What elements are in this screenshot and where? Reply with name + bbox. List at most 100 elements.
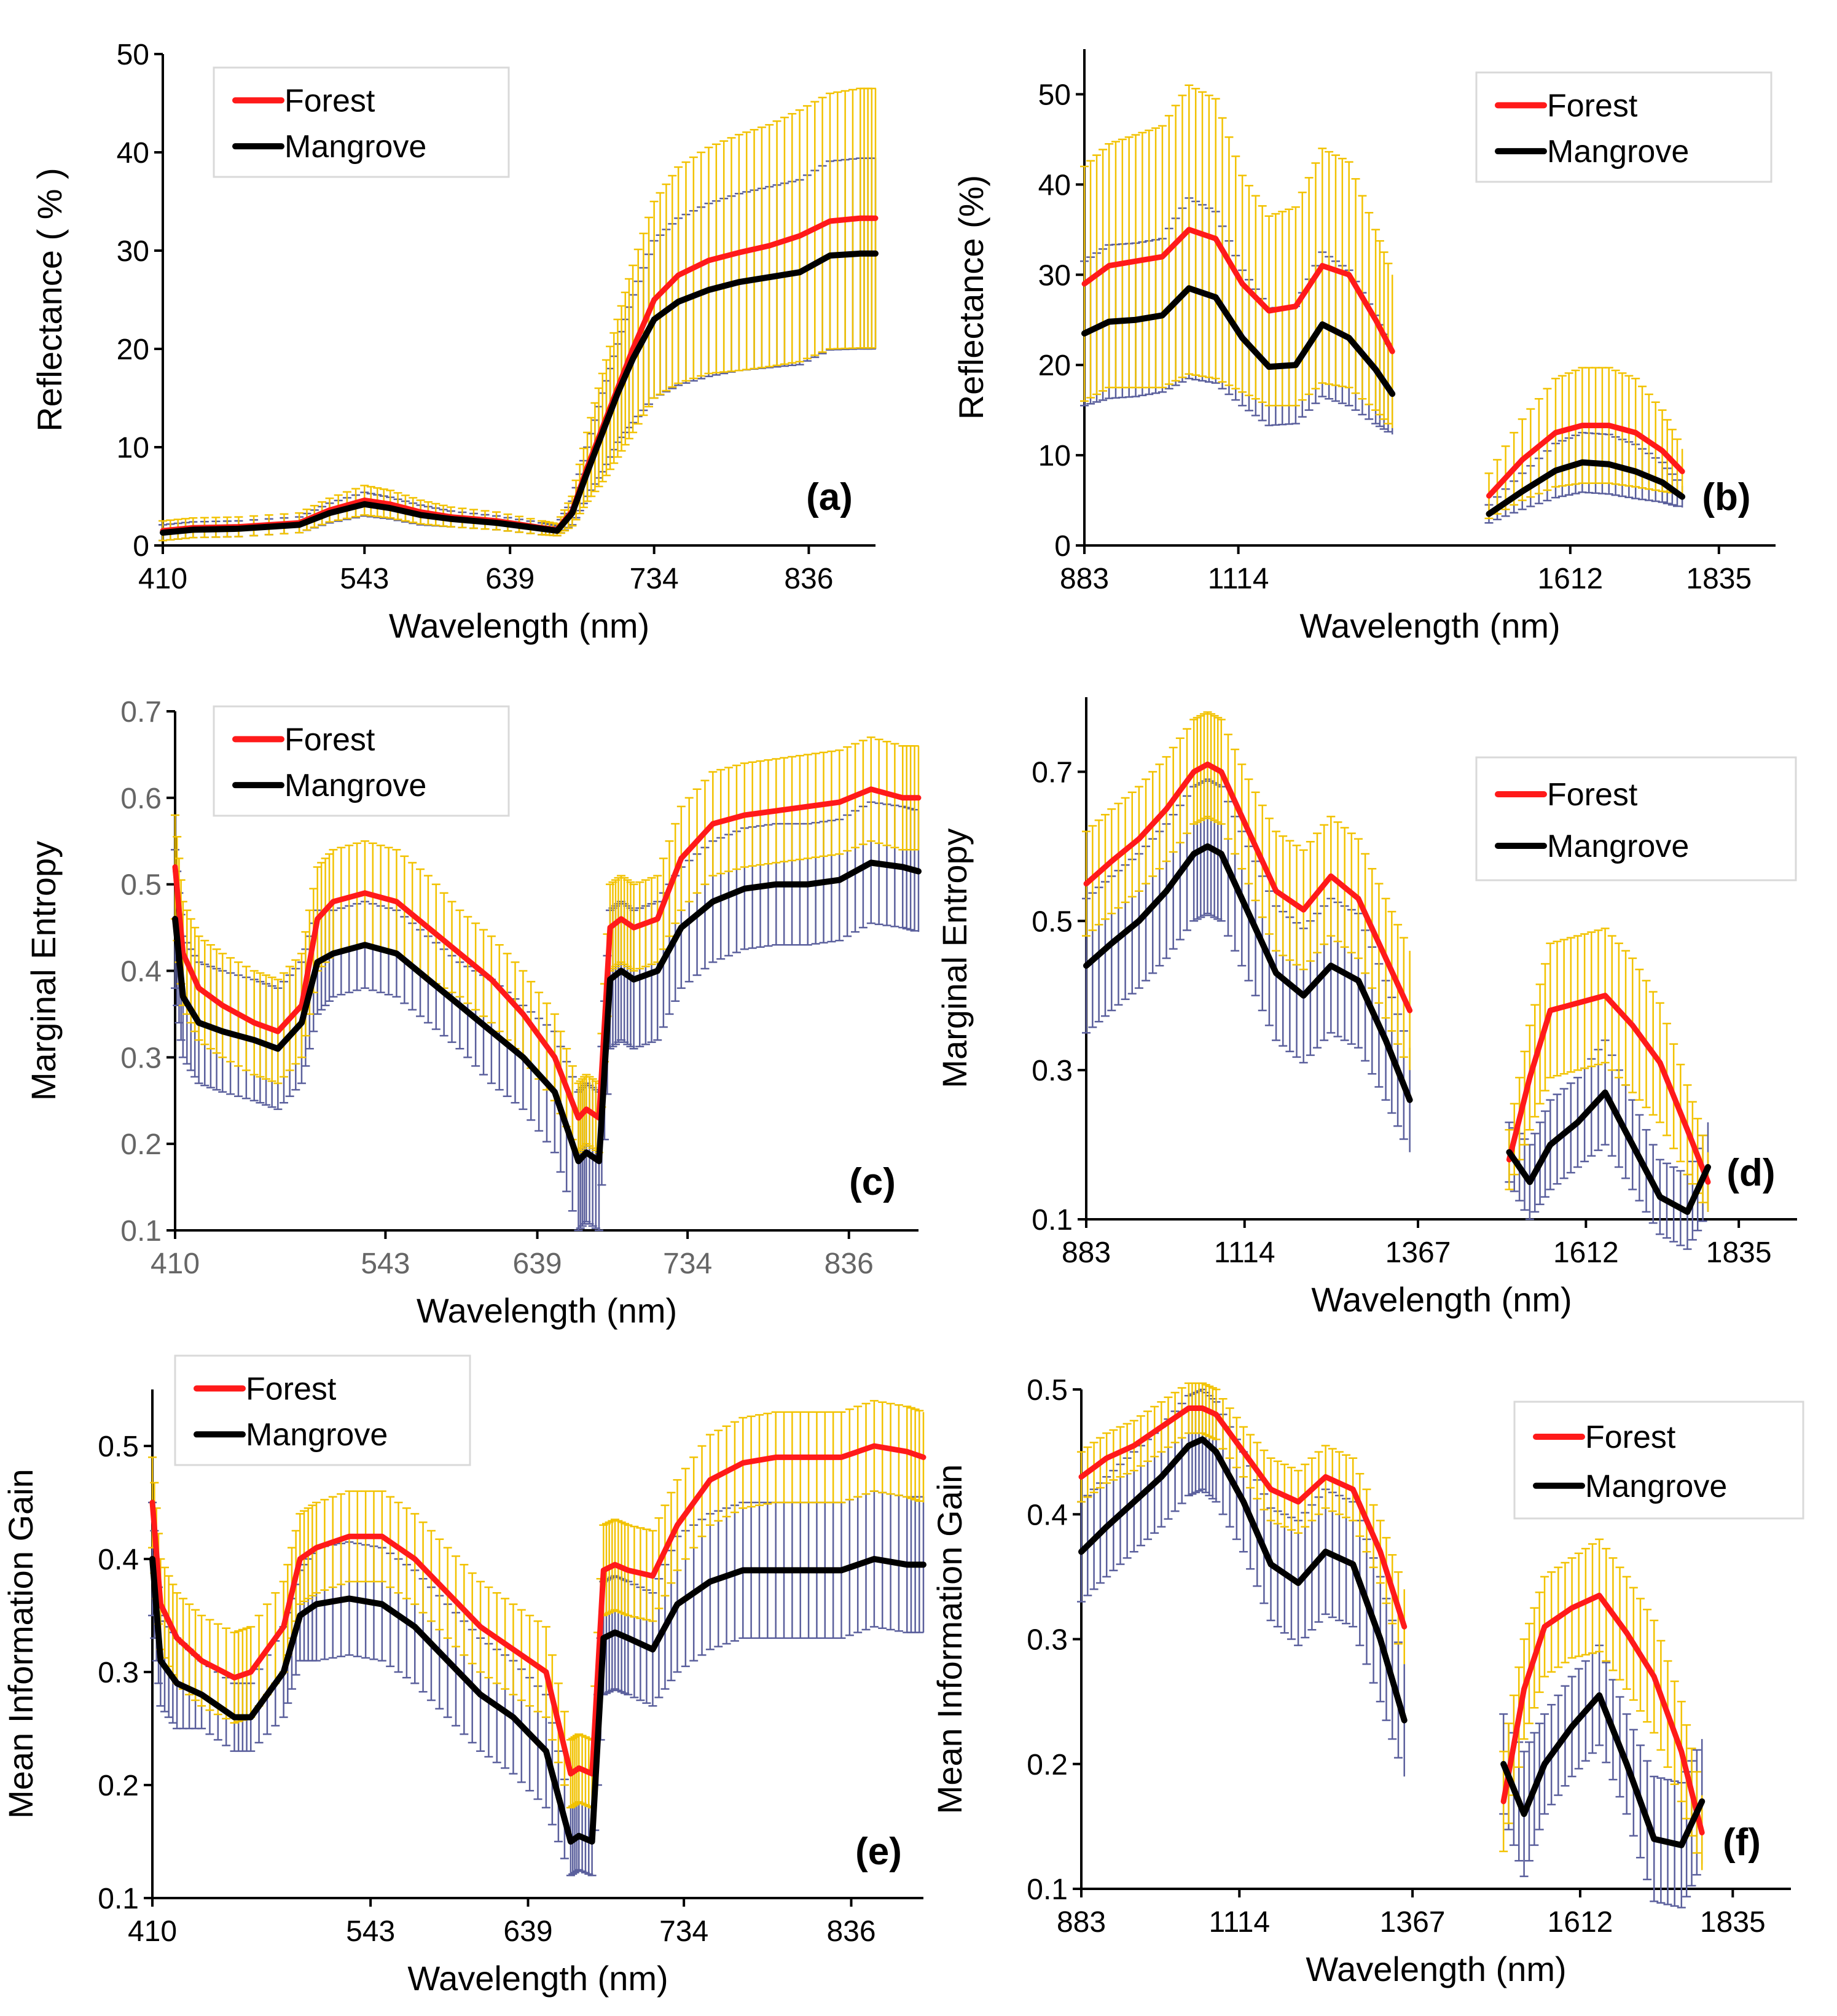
chart-panel-c: 0.1 0.2 0.3 0.4 0.5 0.6 0.7 410 543 639 734 836 Wave… [24, 696, 922, 1330]
y-tick-label: 0.3 [98, 1657, 139, 1689]
x-tick-label: 543 [346, 1915, 395, 1948]
legend-label-mangrove: Mangrove [284, 768, 426, 803]
panel-label: (c) [849, 1161, 896, 1203]
y-tick-label: 0.7 [120, 696, 162, 729]
x-tick-label: 883 [1060, 563, 1109, 595]
y-tick-label: 40 [1038, 169, 1071, 201]
legend-label-mangrove: Mangrove [1547, 134, 1689, 170]
x-tick-label: 639 [513, 1248, 562, 1280]
panel-label: (a) [806, 476, 853, 518]
x-tick-label: 639 [503, 1915, 552, 1948]
x-tick-label: 1835 [1686, 563, 1752, 595]
x-tick-label: 410 [138, 563, 187, 595]
mangrove-series-line [149, 1556, 926, 1845]
y-axis-label: Mean Information Gain [930, 1464, 969, 1815]
mangrove-series-line [1486, 459, 1686, 517]
x-tick-label: 410 [128, 1915, 177, 1948]
chart-panel-a: 0 10 20 30 40 50 410 543 639 734 836 Wavelength (nm… [30, 39, 879, 645]
forest-series-line [172, 786, 922, 1121]
mangrove-series-line [172, 859, 922, 1165]
mangrove-series-line [160, 250, 879, 536]
y-tick-label: 0.2 [120, 1128, 162, 1161]
legend-box [1475, 71, 1772, 183]
x-tick-label: 734 [630, 563, 679, 595]
legend-label-forest: Forest [1547, 777, 1638, 813]
panel-label: (b) [1702, 476, 1750, 518]
x-tick-label: 1367 [1385, 1237, 1451, 1269]
x-tick-label: 836 [826, 1915, 875, 1948]
mangrove-series-line [1078, 1436, 1408, 1724]
y-tick-label: 0.5 [120, 869, 162, 902]
y-axis-label: Mean Information Gain [1, 1469, 40, 1819]
x-axis-label: Wavelength (nm) [1299, 606, 1560, 645]
y-axis-label: Marginal Entropy [935, 828, 974, 1088]
y-tick-label: 50 [1038, 79, 1071, 111]
x-axis-label: Wavelength (nm) [1306, 1950, 1566, 1988]
x-axis-label: Wavelength (nm) [417, 1291, 677, 1330]
forest-series-line [1078, 1405, 1408, 1630]
x-tick-label: 1612 [1537, 563, 1603, 595]
y-tick-label: 0.1 [1027, 1873, 1068, 1906]
y-tick-label: 0.2 [1027, 1749, 1068, 1781]
mangrove-series-line [1083, 843, 1413, 1103]
y-tick-label: 0.4 [98, 1544, 139, 1576]
y-tick-label: 0.2 [98, 1770, 139, 1802]
x-tick-label: 410 [151, 1248, 200, 1280]
mangrove-series-line [1081, 285, 1396, 397]
forest-series-line [1486, 423, 1685, 499]
y-tick-label: 0.6 [120, 783, 162, 815]
x-tick-label: 1114 [1208, 563, 1269, 595]
legend-label-mangrove: Mangrove [246, 1417, 388, 1453]
x-tick-label: 1114 [1214, 1237, 1275, 1269]
y-tick-label: 0.1 [1032, 1204, 1073, 1237]
x-axis-label: Wavelength (nm) [407, 1959, 668, 1998]
legend-label-mangrove: Mangrove [284, 129, 426, 165]
y-tick-label: 30 [117, 235, 149, 268]
chart-panel-b: 0 10 20 30 40 50 883 1114 1612 1835 Wavelength (nm… [952, 49, 1776, 645]
x-tick-label: 734 [659, 1915, 708, 1948]
panel-label: (d) [1726, 1152, 1775, 1194]
legend-label-mangrove: Mangrove [1547, 829, 1689, 864]
legend-label-forest: Forest [246, 1371, 337, 1407]
legend-box [1513, 1401, 1804, 1520]
y-tick-label: 0.3 [120, 1042, 162, 1074]
x-tick-label: 543 [340, 563, 389, 595]
y-tick-label: 0.1 [120, 1215, 162, 1248]
legend-label-forest: Forest [284, 83, 375, 119]
y-tick-label: 0 [133, 530, 149, 563]
x-tick-label: 883 [1057, 1906, 1106, 1939]
legend-label-mangrove: Mangrove [1585, 1469, 1727, 1504]
x-tick-label: 1835 [1700, 1906, 1766, 1939]
legend-box [174, 1354, 471, 1466]
y-tick-label: 0.5 [1027, 1374, 1068, 1407]
forest-series-line [149, 1443, 926, 1777]
y-tick-label: 0.7 [1032, 756, 1073, 789]
forest-series-line [1500, 1592, 1705, 1835]
x-tick-label: 543 [361, 1248, 410, 1280]
x-tick-label: 836 [824, 1248, 874, 1280]
x-tick-label: 1114 [1208, 1906, 1270, 1939]
y-tick-label: 40 [117, 137, 149, 170]
forest-series-line [1083, 761, 1413, 1014]
y-tick-label: 0.3 [1032, 1055, 1073, 1087]
y-tick-label: 0.5 [98, 1431, 139, 1463]
y-tick-label: 0.4 [120, 956, 162, 988]
x-tick-label: 1612 [1548, 1906, 1613, 1939]
y-tick-label: 0.4 [1027, 1499, 1068, 1531]
y-axis-label: Marginal Entropy [24, 841, 63, 1101]
x-tick-label: 1612 [1553, 1237, 1619, 1269]
y-tick-label: 10 [117, 432, 149, 464]
legend-box [1475, 756, 1797, 881]
chart-panel-d: 0.1 0.3 0.5 0.7 883 1114 1367 1612 1835 Wavelengt… [935, 697, 1797, 1319]
x-tick-label: 836 [784, 563, 833, 595]
x-tick-label: 1367 [1380, 1906, 1446, 1939]
x-tick-label: 639 [485, 563, 535, 595]
y-axis-label: Reflectance (%) [952, 175, 990, 420]
x-axis-label: Wavelength (nm) [1311, 1280, 1572, 1319]
chart-panel-e: 0.1 0.2 0.3 0.4 0.5 410 543 639 734 836 Wavelength… [1, 1354, 926, 1998]
mangrove-series-line [1500, 1692, 1706, 1848]
y-tick-label: 0.1 [98, 1883, 139, 1915]
y-tick-label: 10 [1038, 440, 1071, 472]
forest-series-line [1081, 227, 1395, 354]
